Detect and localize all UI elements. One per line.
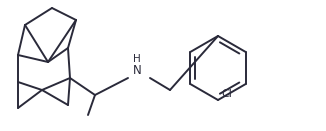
Text: H: H: [133, 54, 141, 64]
Text: N: N: [133, 64, 141, 78]
Text: Cl: Cl: [221, 89, 232, 99]
